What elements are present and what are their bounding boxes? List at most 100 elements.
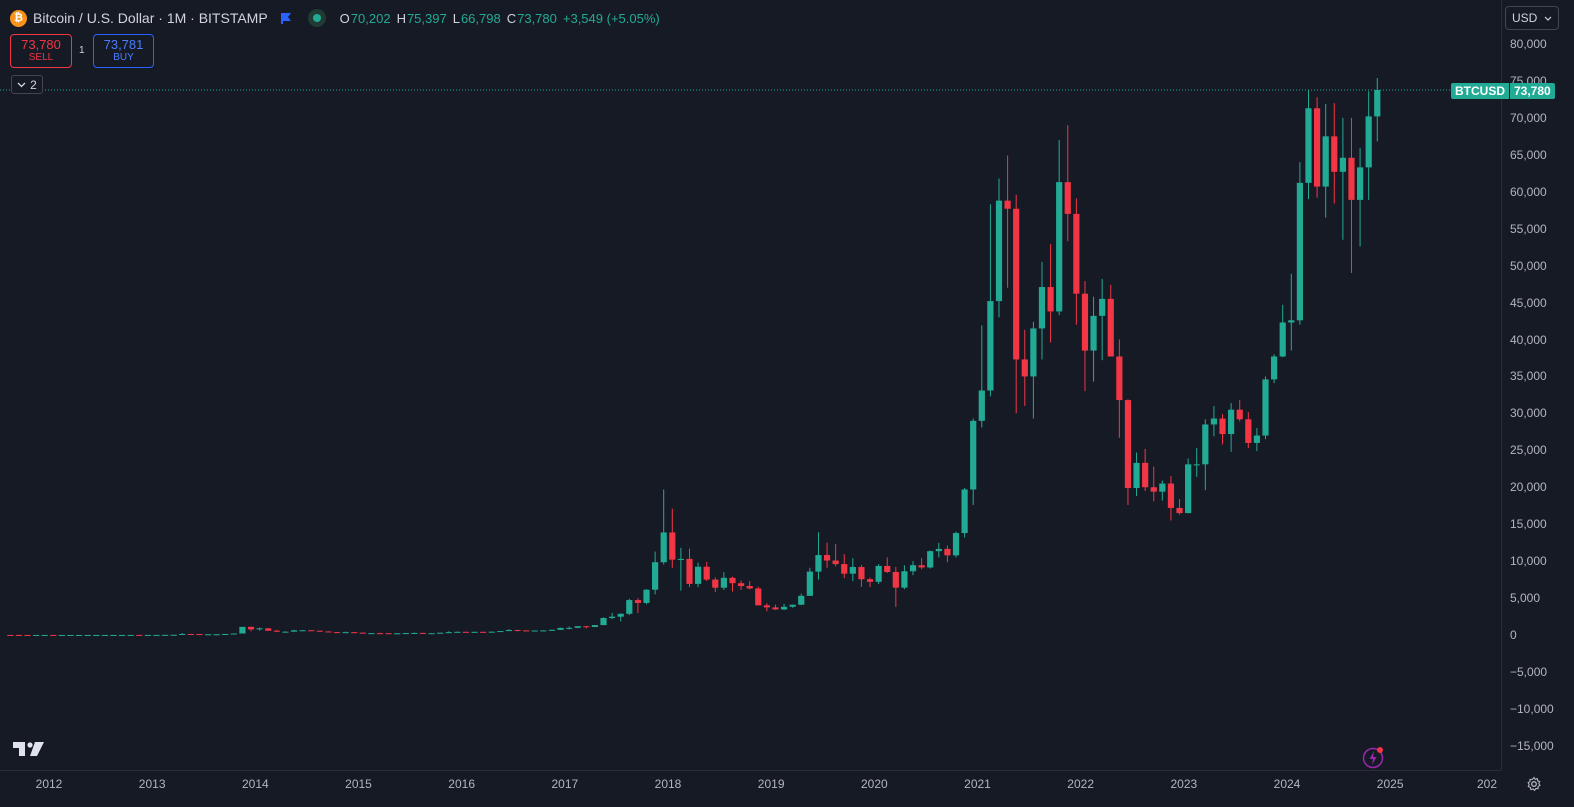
lightning-icon[interactable] xyxy=(1361,745,1385,769)
candle xyxy=(299,629,306,632)
candle xyxy=(1365,91,1372,200)
candle xyxy=(462,631,470,633)
candle xyxy=(652,551,659,595)
x-tick-label: 202 xyxy=(1476,777,1498,791)
candle-body xyxy=(290,630,298,632)
indicators-toggle-button[interactable]: 2 xyxy=(11,75,43,94)
candle xyxy=(308,630,315,632)
candle xyxy=(1348,117,1355,274)
flag-icon[interactable] xyxy=(280,12,292,24)
candle-body xyxy=(41,634,48,636)
high-label: H xyxy=(396,10,406,26)
sell-price: 73,780 xyxy=(21,37,61,52)
candle-body xyxy=(1038,287,1046,329)
candle-body xyxy=(333,632,341,634)
sell-button[interactable]: 73,780 SELL xyxy=(10,34,72,68)
candle-body xyxy=(411,632,418,634)
candle xyxy=(1167,476,1175,521)
candle xyxy=(1056,140,1063,316)
candle xyxy=(161,634,169,636)
candle xyxy=(1236,400,1243,422)
candle-body xyxy=(50,634,57,636)
market-open-dot-icon[interactable] xyxy=(307,9,326,27)
candle xyxy=(505,629,513,632)
candle xyxy=(1228,403,1235,452)
buy-button[interactable]: 73,781 BUY xyxy=(93,34,154,68)
candle-body xyxy=(1236,409,1243,420)
candle-body xyxy=(523,630,530,632)
x-tick-label: 2016 xyxy=(448,777,476,791)
candle-body xyxy=(772,607,779,610)
candle-body xyxy=(1133,462,1140,488)
bitcoin-icon[interactable]: ₿ xyxy=(10,9,27,27)
candle-body xyxy=(970,420,977,490)
candle xyxy=(1013,194,1020,414)
candle xyxy=(402,633,409,635)
candle-body xyxy=(1099,298,1106,316)
candle xyxy=(970,418,977,505)
candle xyxy=(909,561,917,576)
candle xyxy=(342,631,349,634)
candle-body xyxy=(746,586,753,589)
y-tick-label: 65,000 xyxy=(1510,147,1547,162)
candle-body xyxy=(1279,322,1286,357)
currency-label: USD xyxy=(1512,11,1538,25)
candle xyxy=(815,532,822,580)
price-axis[interactable] xyxy=(1501,0,1574,770)
candle xyxy=(720,572,727,590)
open-value: 70,202 xyxy=(350,10,391,26)
candle xyxy=(823,542,831,568)
x-tick-label: 2024 xyxy=(1273,777,1301,791)
candle xyxy=(1245,411,1252,449)
candle-body xyxy=(841,564,848,574)
time-axis[interactable] xyxy=(0,770,1501,807)
candle-body xyxy=(987,301,994,391)
candle xyxy=(1313,97,1321,198)
candle xyxy=(204,634,212,636)
candle-body xyxy=(428,633,435,635)
candle xyxy=(256,627,263,631)
x-tick-label: 2020 xyxy=(860,777,888,791)
candle xyxy=(703,561,710,582)
currency-select[interactable]: USD xyxy=(1505,6,1559,30)
candle-body xyxy=(780,606,788,610)
chevron-down-icon xyxy=(1544,16,1552,21)
candle xyxy=(772,604,779,610)
candle xyxy=(832,544,839,567)
candle xyxy=(170,634,177,636)
candle-body xyxy=(488,631,495,633)
candle xyxy=(763,603,770,612)
gear-icon[interactable] xyxy=(1526,776,1542,792)
candle xyxy=(1133,452,1140,497)
chevron-down-icon xyxy=(17,82,26,87)
price-tag-symbol: BTCUSD xyxy=(1451,83,1509,99)
candle-body xyxy=(204,634,212,636)
candle-body xyxy=(316,630,323,632)
tradingview-logo-icon[interactable] xyxy=(13,740,45,758)
candle-body xyxy=(385,633,392,635)
candle-body xyxy=(531,630,538,632)
candle-body xyxy=(1185,464,1192,514)
candle-body xyxy=(866,579,874,582)
candle-body xyxy=(858,567,865,580)
candle xyxy=(746,581,753,590)
symbol-title[interactable]: Bitcoin / U.S. Dollar · 1M · BITSTAMP xyxy=(33,10,268,26)
candle-body xyxy=(24,634,31,636)
symbol-legend: ₿ Bitcoin / U.S. Dollar · 1M · BITSTAMP … xyxy=(10,8,660,28)
candle xyxy=(557,627,564,630)
candle-body xyxy=(720,577,727,588)
candle xyxy=(1210,405,1218,437)
candle xyxy=(626,598,633,616)
candle xyxy=(1047,244,1054,343)
candlestick-chart[interactable] xyxy=(0,0,1501,770)
candle-body xyxy=(737,583,745,587)
candle xyxy=(179,633,186,635)
candle xyxy=(376,632,384,635)
candle xyxy=(669,508,676,568)
x-tick-label: 2019 xyxy=(757,777,785,791)
candle xyxy=(591,625,599,628)
candle-body xyxy=(58,634,65,636)
candle-body xyxy=(437,632,444,634)
candle xyxy=(230,633,237,635)
candle-body xyxy=(849,567,856,574)
